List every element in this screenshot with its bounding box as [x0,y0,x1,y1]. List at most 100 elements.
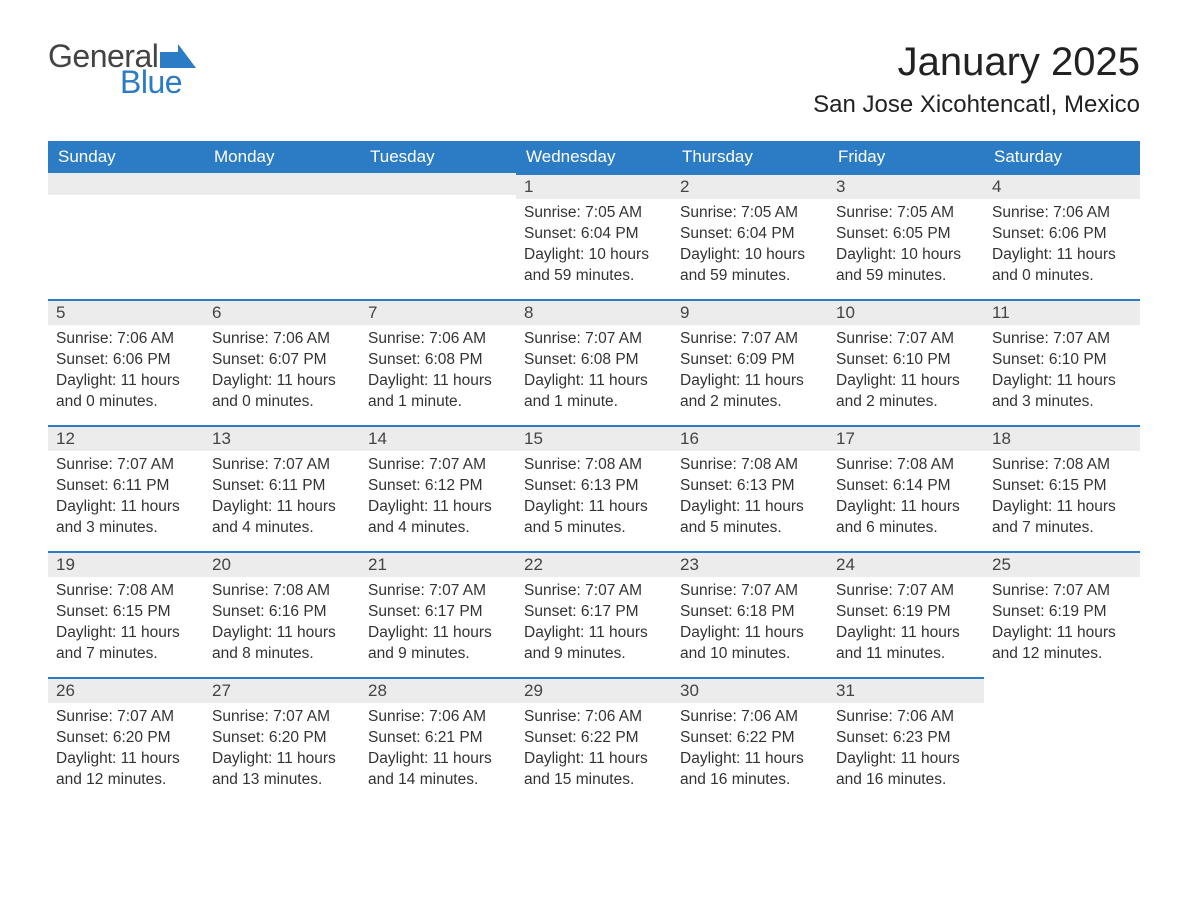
sunrise-value: 7:06 AM [117,330,174,347]
sunset-value: 6:11 PM [113,477,170,494]
sunset-line: Sunset: 6:13 PM [680,476,820,497]
day-details: Sunrise: 7:05 AMSunset: 6:04 PMDaylight:… [516,199,672,297]
calendar-cell [48,173,204,299]
day-details: Sunrise: 7:06 AMSunset: 6:22 PMDaylight:… [672,703,828,801]
calendar-cell: 14Sunrise: 7:07 AMSunset: 6:12 PMDayligh… [360,425,516,551]
sunrise-value: 7:07 AM [1053,330,1110,347]
sunset-value: 6:17 PM [581,603,639,620]
calendar-cell: 6Sunrise: 7:06 AMSunset: 6:07 PMDaylight… [204,299,360,425]
sunrise-line: Sunrise: 7:06 AM [368,329,508,350]
calendar-cell: 4Sunrise: 7:06 AMSunset: 6:06 PMDaylight… [984,173,1140,299]
sunset-value: 6:13 PM [581,477,639,494]
day-number: 26 [48,677,204,703]
day-number: 15 [516,425,672,451]
day-number: 21 [360,551,516,577]
sunrise-line: Sunrise: 7:07 AM [524,329,664,350]
day-details: Sunrise: 7:05 AMSunset: 6:04 PMDaylight:… [672,199,828,297]
daylight-line: Daylight: 11 hours and 16 minutes. [680,749,820,791]
sunrise-line: Sunrise: 7:06 AM [992,203,1132,224]
sunset-value: 6:10 PM [1049,351,1107,368]
day-details: Sunrise: 7:07 AMSunset: 6:10 PMDaylight:… [828,325,984,423]
daylight-line: Daylight: 11 hours and 12 minutes. [56,749,196,791]
sunset-line: Sunset: 6:15 PM [992,476,1132,497]
sunrise-line: Sunrise: 7:07 AM [992,581,1132,602]
daylight-value: 11 hours and 15 minutes. [524,750,648,788]
sunrise-line: Sunrise: 7:06 AM [836,707,976,728]
daylight-value: 11 hours and 4 minutes. [368,498,492,536]
day-details: Sunrise: 7:07 AMSunset: 6:10 PMDaylight:… [984,325,1140,423]
sunrise-value: 7:08 AM [585,456,642,473]
sunrise-line: Sunrise: 7:07 AM [992,329,1132,350]
sunrise-value: 7:08 AM [273,582,330,599]
daylight-value: 11 hours and 0 minutes. [212,372,336,410]
sunrise-value: 7:06 AM [273,330,330,347]
calendar-cell: 9Sunrise: 7:07 AMSunset: 6:09 PMDaylight… [672,299,828,425]
sunrise-line: Sunrise: 7:05 AM [524,203,664,224]
sunrise-value: 7:07 AM [741,330,798,347]
daylight-line: Daylight: 11 hours and 13 minutes. [212,749,352,791]
sunset-value: 6:07 PM [269,351,327,368]
calendar-cell [984,677,1140,803]
daylight-line: Daylight: 11 hours and 9 minutes. [524,623,664,665]
sunrise-value: 7:07 AM [429,582,486,599]
sunrise-value: 7:07 AM [273,456,330,473]
day-number: 12 [48,425,204,451]
calendar-cell [360,173,516,299]
day-details: Sunrise: 7:07 AMSunset: 6:20 PMDaylight:… [204,703,360,801]
title-block: January 2025 San Jose Xicohtencatl, Mexi… [813,40,1140,133]
daylight-line: Daylight: 11 hours and 5 minutes. [524,497,664,539]
day-number: 25 [984,551,1140,577]
daylight-value: 11 hours and 12 minutes. [992,624,1116,662]
daylight-value: 11 hours and 7 minutes. [992,498,1116,536]
daylight-line: Daylight: 11 hours and 0 minutes. [56,371,196,413]
day-number: 5 [48,299,204,325]
day-details: Sunrise: 7:08 AMSunset: 6:14 PMDaylight:… [828,451,984,549]
daylight-line: Daylight: 11 hours and 7 minutes. [56,623,196,665]
sunrise-line: Sunrise: 7:06 AM [524,707,664,728]
daylight-line: Daylight: 11 hours and 4 minutes. [212,497,352,539]
sunset-line: Sunset: 6:04 PM [680,224,820,245]
sunset-value: 6:22 PM [737,729,795,746]
weekday-header: Thursday [672,141,828,173]
daylight-value: 11 hours and 8 minutes. [212,624,336,662]
sunrise-value: 7:07 AM [897,330,954,347]
sunset-line: Sunset: 6:18 PM [680,602,820,623]
sunrise-line: Sunrise: 7:08 AM [524,455,664,476]
sunrise-value: 7:08 AM [1053,456,1110,473]
daylight-value: 11 hours and 3 minutes. [992,372,1116,410]
calendar-cell: 21Sunrise: 7:07 AMSunset: 6:17 PMDayligh… [360,551,516,677]
sunrise-line: Sunrise: 7:07 AM [212,707,352,728]
logo-text-blue: Blue [120,66,196,98]
sunset-value: 6:23 PM [893,729,951,746]
sunset-value: 6:14 PM [893,477,951,494]
day-number: 3 [828,173,984,199]
sunrise-value: 7:07 AM [117,708,174,725]
sunset-line: Sunset: 6:19 PM [992,602,1132,623]
sunrise-value: 7:06 AM [429,708,486,725]
sunset-line: Sunset: 6:08 PM [524,350,664,371]
sunset-line: Sunset: 6:20 PM [212,728,352,749]
weekday-header: Tuesday [360,141,516,173]
daylight-line: Daylight: 11 hours and 2 minutes. [836,371,976,413]
sunrise-line: Sunrise: 7:07 AM [368,581,508,602]
sunset-line: Sunset: 6:05 PM [836,224,976,245]
sunset-line: Sunset: 6:19 PM [836,602,976,623]
calendar-cell: 22Sunrise: 7:07 AMSunset: 6:17 PMDayligh… [516,551,672,677]
calendar-cell: 13Sunrise: 7:07 AMSunset: 6:11 PMDayligh… [204,425,360,551]
day-number: 7 [360,299,516,325]
calendar-cell: 2Sunrise: 7:05 AMSunset: 6:04 PMDaylight… [672,173,828,299]
sunrise-line: Sunrise: 7:08 AM [836,455,976,476]
sunset-value: 6:06 PM [113,351,171,368]
sunrise-value: 7:06 AM [1053,204,1110,221]
daylight-line: Daylight: 11 hours and 12 minutes. [992,623,1132,665]
day-details: Sunrise: 7:07 AMSunset: 6:09 PMDaylight:… [672,325,828,423]
day-number: 18 [984,425,1140,451]
day-number: 10 [828,299,984,325]
sunrise-line: Sunrise: 7:07 AM [524,581,664,602]
sunrise-line: Sunrise: 7:06 AM [212,329,352,350]
daylight-value: 11 hours and 16 minutes. [836,750,960,788]
day-number: 24 [828,551,984,577]
sunrise-line: Sunrise: 7:07 AM [680,581,820,602]
calendar-week-row: 12Sunrise: 7:07 AMSunset: 6:11 PMDayligh… [48,425,1140,551]
sunset-line: Sunset: 6:09 PM [680,350,820,371]
